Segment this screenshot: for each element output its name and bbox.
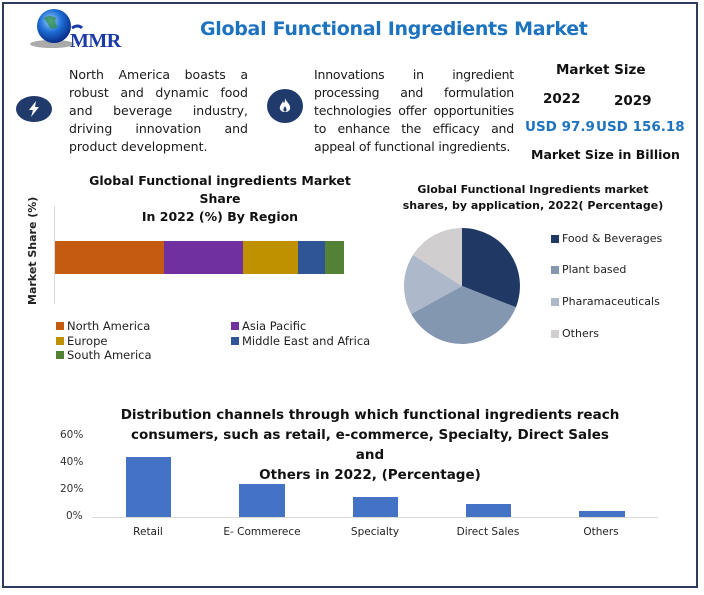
bar-specialty [353,497,398,517]
bar-segment-south-america [324,241,344,274]
market-size-footer: Market Size in Billion [531,147,680,162]
legend-north-america: North America [56,319,150,333]
bar-others [579,511,625,517]
distribution-chart-title-line: Others in 2022, (Percentage) [259,467,481,483]
legend-label: North America [67,319,151,333]
highlight-text-north-america: North America boasts a robust and dynami… [69,67,248,154]
highlight-icon-badge [16,96,52,122]
x-label-retail: Retail [133,526,163,538]
legend-swatch [551,329,559,338]
legend-label: Others [562,327,599,340]
highlight-icon-badge [267,89,303,123]
distribution-chart-title-line: Distribution channels through which func… [120,407,620,423]
legend-swatch [551,297,559,306]
pie-slice-food-beverages [462,228,520,308]
logo-text: MMR [70,30,121,52]
y-tick-40: 40% [60,456,84,468]
y-tick-60: 60% [60,429,84,441]
legend-label: Europe [67,334,108,348]
highlight-text-innovations: Innovations in ingredient processing and… [314,67,514,154]
x-label-others: Others [583,526,619,538]
market-size-year-2029: 2029 [614,93,652,109]
application-pie-chart [403,227,520,344]
legend-swatch [56,337,64,345]
region-chart-title: Global Functional ingredients Market Sha… [70,172,370,226]
legend-swatch [551,234,559,243]
bar-segment-asia-pacific [163,241,243,274]
legend-swatch [231,337,239,345]
bar-direct-sales [466,504,511,517]
legend-asia-pacific: Asia Pacific [231,319,306,333]
x-label-e-commerce: E- Commerece [223,526,301,538]
x-label-direct-sales: Direct Sales [456,526,520,538]
infographic-frame [2,2,698,588]
region-stacked-bar [55,241,344,274]
market-size-year-2022: 2022 [543,91,581,107]
pie-slice-plant-based [411,286,516,344]
distribution-chart-title-line: consumers, such as retail, e-commerce, S… [131,427,609,463]
legend-label: Pharamaceuticals [562,295,660,308]
flame-icon [279,98,291,112]
x-label-specialty: Specialty [350,526,400,538]
lightning-bolt-icon [29,101,39,117]
legend-plant-based: Plant based [551,263,626,276]
legend-europe: Europe [56,334,107,348]
application-chart-title-line: shares, by application, 2022( Percentage… [402,199,664,212]
distribution-chart-title: Distribution channels through which func… [120,405,620,485]
legend-swatch [551,265,559,274]
region-chart-axis [54,206,55,304]
bar-e-commerce [239,484,285,517]
legend-label: Asia Pacific [242,319,307,333]
legend-south-america: South America [56,348,152,362]
application-chart-title: Global Functional Ingredients market sha… [398,182,668,214]
region-chart-title-line: In 2022 (%) By Region [141,209,299,224]
legend-label: Food & Beverages [562,232,663,245]
legend-label: South America [67,348,152,362]
market-size-value-2022: USD 97.9 [525,119,595,135]
bar-segment-europe [242,241,298,274]
page-title: Global Functional Ingredients Market [200,18,588,40]
legend-swatch [231,322,239,330]
legend-pharmaceuticals: Pharamaceuticals [551,295,660,308]
market-size-value-2029: USD 156.18 [596,119,685,135]
market-size-heading: Market Size [556,62,646,78]
region-chart-y-axis-label: Market Share (%) [26,196,39,305]
bar-segment-middle-east-africa [297,241,325,274]
distribution-x-axis [92,517,658,518]
y-tick-20: 20% [60,483,84,495]
legend-food-beverages: Food & Beverages [551,232,662,245]
legend-others: Others [551,327,599,340]
bar-segment-north-america [55,241,164,274]
pie-slice-others [413,227,462,286]
legend-swatch [56,322,64,330]
y-tick-0: 0% [66,510,83,522]
bar-retail [126,457,171,517]
legend-swatch [56,351,64,359]
legend-label: Plant based [562,263,627,276]
legend-middle-east-africa: Middle East and Africa [231,334,370,348]
region-chart-title-line: Global Functional ingredients Market Sha… [89,173,351,206]
pie-slice-pharmaceuticals [403,254,462,314]
application-chart-title-line: Global Functional Ingredients market [417,183,649,196]
globe-icon [30,9,84,48]
legend-label: Middle East and Africa [242,334,371,348]
mmr-logo: MMR [28,6,138,52]
